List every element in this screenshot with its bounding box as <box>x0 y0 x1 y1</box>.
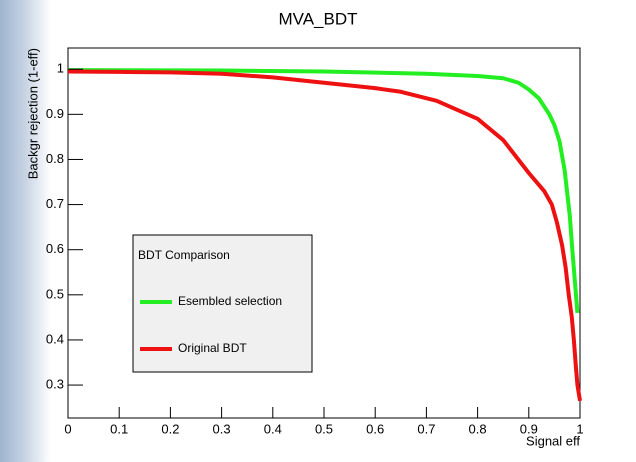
x-tick-label: 0.3 <box>213 421 231 436</box>
y-tick-label: 0.7 <box>46 196 64 211</box>
y-tick-label: 0.4 <box>46 331 64 346</box>
x-tick-label: 0.2 <box>161 421 179 436</box>
legend-label: Esembled selection <box>178 294 282 308</box>
y-tick-label: 1 <box>57 61 64 76</box>
legend-title: BDT Comparison <box>138 248 230 262</box>
x-tick-label: 0 <box>64 421 71 436</box>
line-series <box>67 68 580 314</box>
x-tick-label: 0.7 <box>417 421 435 436</box>
y-tick-label: 0.3 <box>46 376 64 391</box>
x-tick-label: 0.6 <box>366 421 384 436</box>
y-axis-label: Backgr rejection (1-eff) <box>25 48 40 179</box>
chart-title: MVA_BDT <box>278 9 357 28</box>
x-tick-label: 0.8 <box>469 421 487 436</box>
x-tick-label: 0.5 <box>315 421 333 436</box>
x-tick-label: 0.1 <box>110 421 128 436</box>
x-axis-label: Signal eff <box>526 433 580 448</box>
y-tick-label: 0.6 <box>46 241 64 256</box>
line-series <box>67 69 582 402</box>
x-tick-label: 0.9 <box>520 421 538 436</box>
x-tick-label: 1 <box>576 421 583 436</box>
y-tick-label: 0.9 <box>46 106 64 121</box>
y-tick-label: 0.8 <box>46 151 64 166</box>
legend-label: Original BDT <box>178 341 247 355</box>
x-tick-label: 0.4 <box>264 421 282 436</box>
y-tick-label: 0.5 <box>46 286 64 301</box>
curves <box>67 68 582 402</box>
